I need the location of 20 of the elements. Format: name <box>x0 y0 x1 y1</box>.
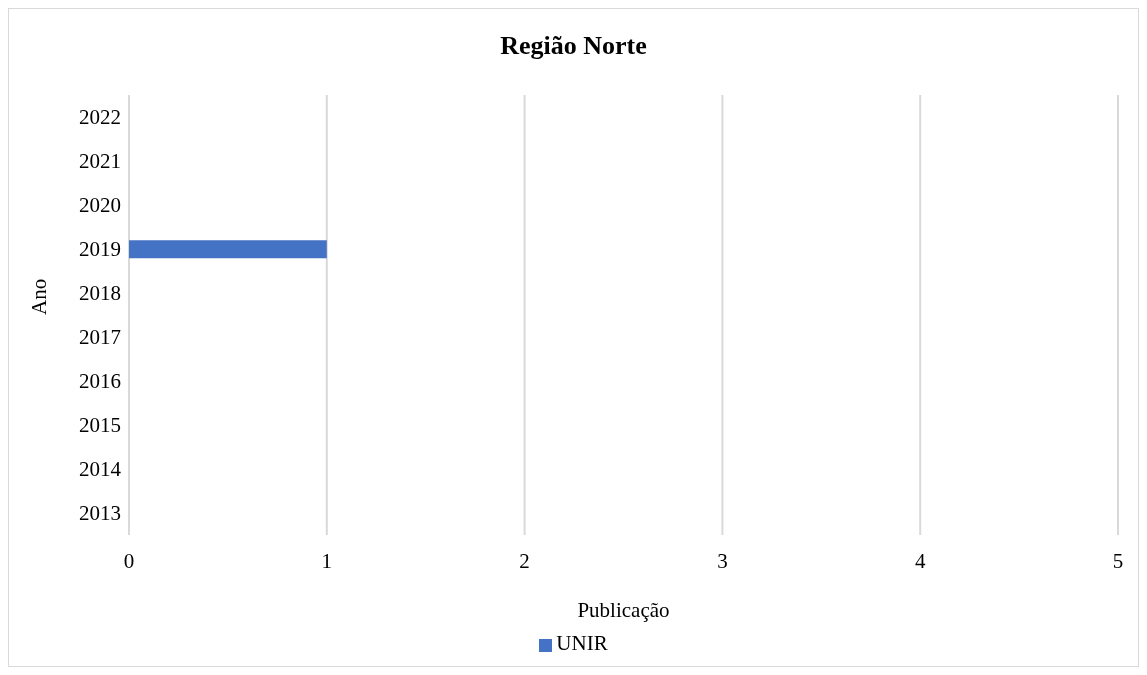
y-tick-label: 2019 <box>79 237 121 262</box>
chart-title: Região Norte <box>499 31 648 61</box>
y-tick-label: 2020 <box>79 193 121 218</box>
y-tick-label: 2015 <box>79 413 121 438</box>
legend-label: UNIR <box>556 631 608 655</box>
y-tick-label: 2016 <box>79 369 121 394</box>
y-tick-label: 2018 <box>79 281 121 306</box>
x-axis-title: Publicação <box>577 598 670 622</box>
y-tick-label: 2013 <box>79 501 121 526</box>
y-tick-label: 2014 <box>79 457 122 482</box>
y-tick-label: 2022 <box>79 105 121 130</box>
x-tick-label: 3 <box>717 548 728 573</box>
y-tick-label: 2017 <box>79 325 121 350</box>
x-tick-label: 4 <box>914 548 926 573</box>
x-tick-label: 2 <box>519 548 530 573</box>
x-tick-label: 5 <box>1112 548 1124 573</box>
x-tick-label: 1 <box>321 548 333 573</box>
x-tick-label: 0 <box>123 548 135 573</box>
y-tick-label: 2021 <box>79 149 121 174</box>
y-axis-title: Ano <box>27 278 52 315</box>
